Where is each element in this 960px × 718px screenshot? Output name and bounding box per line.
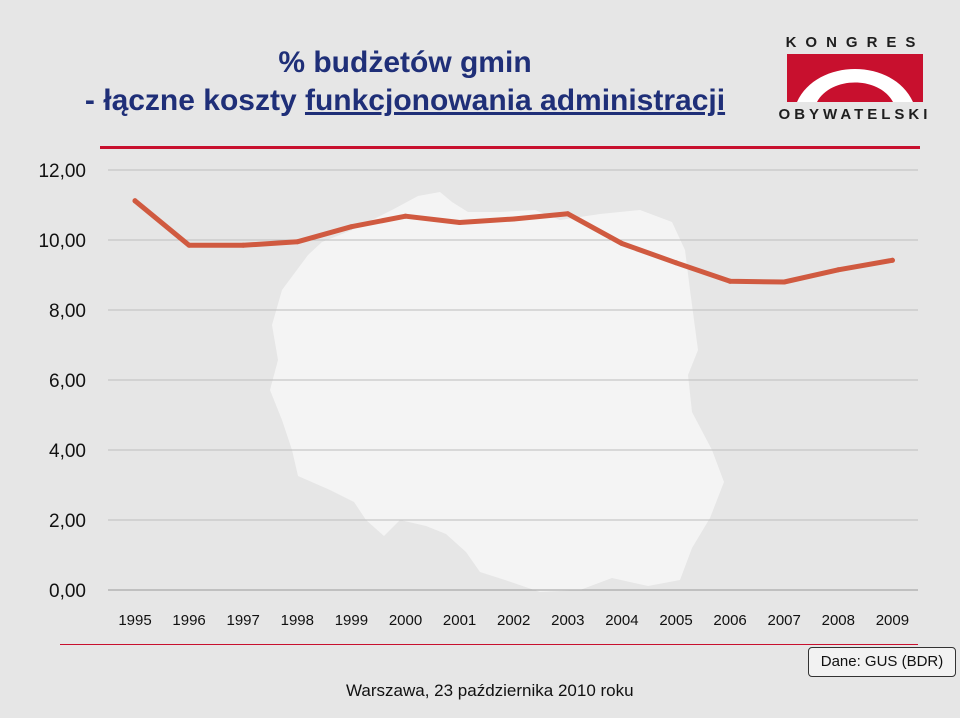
data-point: [889, 257, 895, 263]
footer-text: Warszawa, 23 października 2010 roku: [346, 681, 634, 700]
title-prefix: - łączne koszty: [84, 84, 305, 117]
line-chart: 0,00 2,00 4,00 6,00 8,00 10,00 12,00 1995 1996 1…: [38, 161, 918, 629]
y-tick-label: 4,00: [49, 441, 86, 462]
x-tick-label: 2001: [443, 612, 476, 629]
x-tick-label: 2003: [551, 612, 584, 629]
title-underlined: funkcjonowania administracji: [304, 84, 726, 117]
x-tick-label: 2005: [659, 612, 692, 629]
data-point: [511, 216, 517, 222]
data-point: [186, 242, 192, 248]
x-tick-label: 2006: [713, 612, 746, 629]
data-point: [565, 211, 571, 217]
data-point: [619, 241, 625, 246]
data-point: [673, 260, 679, 266]
y-tick-label: 8,00: [49, 301, 86, 322]
x-tick-label: 2007: [768, 612, 801, 629]
logo-top-text: KONGRES: [785, 34, 925, 51]
x-tick-label: 2008: [822, 612, 855, 629]
y-tick-label: 2,00: [49, 511, 86, 532]
title-divider: [100, 146, 920, 149]
data-point: [294, 239, 300, 245]
y-tick-label: 10,00: [38, 231, 86, 252]
data-point: [781, 279, 787, 285]
kongres-obywatelski-logo: KONGRES OBYWATELSKI: [778, 30, 932, 128]
data-point: [132, 198, 138, 204]
footer-divider: [60, 644, 918, 645]
x-tick-label: 2000: [389, 612, 422, 629]
y-tick-label: 0,00: [49, 581, 86, 602]
data-point: [835, 267, 841, 273]
x-tick-label: 2002: [497, 612, 530, 629]
data-point: [403, 213, 408, 219]
y-tick-label: 12,00: [38, 161, 86, 182]
data-point: [240, 242, 246, 248]
x-tick-label: 1998: [281, 612, 314, 629]
x-tick-label: 1995: [118, 612, 151, 629]
slide-title-line1: % budżetów gmin: [278, 46, 532, 79]
x-tick-label: 1999: [335, 612, 368, 629]
logo-arch-icon: [787, 54, 923, 102]
x-tick-label: 2009: [876, 612, 909, 629]
x-tick-label: 1996: [172, 612, 205, 629]
x-tick-label: 1997: [227, 612, 260, 629]
slide-title-line2: - łączne koszty funkcjonowania administr…: [0, 82, 810, 120]
data-point: [727, 278, 733, 284]
logo-bottom-text: OBYWATELSKI: [778, 106, 932, 123]
data-point: [457, 220, 463, 225]
y-tick-label: 6,00: [49, 371, 86, 392]
x-tick-label: 2004: [605, 612, 638, 629]
data-point: [348, 224, 354, 230]
source-box: Dane: GUS (BDR): [808, 647, 956, 677]
poland-map-background: [270, 192, 724, 592]
